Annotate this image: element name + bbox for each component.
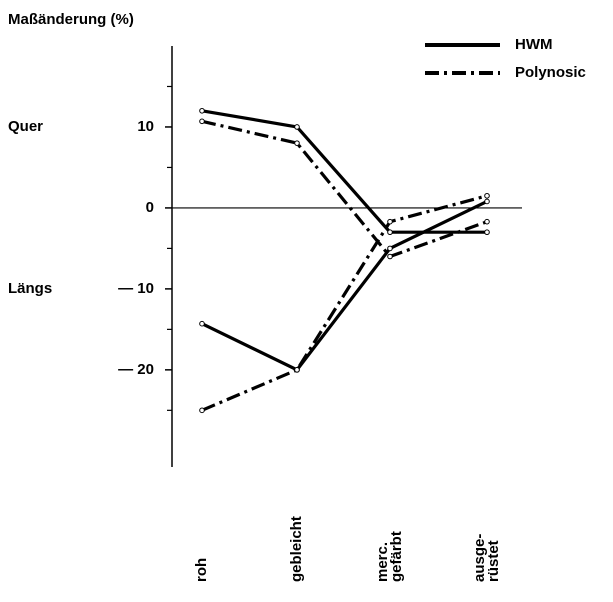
- point: [484, 198, 490, 205]
- point: [484, 192, 490, 199]
- point: [484, 218, 490, 225]
- series-line: [201, 109, 487, 234]
- point: [294, 367, 300, 373]
- series-line: [201, 194, 488, 412]
- point: [294, 124, 300, 130]
- series-line: [201, 119, 488, 259]
- legend-label: HWM: [515, 36, 553, 53]
- series-line: [201, 200, 488, 372]
- y-tick-label: 0: [146, 199, 154, 216]
- point: [294, 140, 300, 146]
- legend-label: Polynosic: [515, 64, 586, 81]
- point: [199, 118, 205, 125]
- chart-title: Maßänderung (%): [8, 11, 134, 28]
- x-tick-label: gebleicht: [288, 516, 305, 582]
- x-tick-label: merc.: [374, 542, 391, 582]
- y-tick-label: 10: [137, 118, 154, 135]
- x-tick-label: gefärbt: [388, 531, 405, 582]
- point: [387, 218, 393, 225]
- x-tick-label: rüstet: [485, 540, 502, 582]
- point: [199, 107, 205, 114]
- point: [387, 245, 393, 252]
- x-tick-label: roh: [193, 558, 210, 582]
- side-label: Quer: [8, 118, 43, 135]
- point: [199, 407, 205, 414]
- x-tick-label: ausge-: [471, 534, 488, 582]
- y-tick-label: — 10: [118, 280, 154, 297]
- side-label: Längs: [8, 280, 52, 297]
- point: [484, 229, 490, 236]
- y-tick-label: — 20: [118, 361, 154, 378]
- point: [387, 253, 393, 260]
- point: [199, 320, 205, 327]
- point: [387, 229, 393, 236]
